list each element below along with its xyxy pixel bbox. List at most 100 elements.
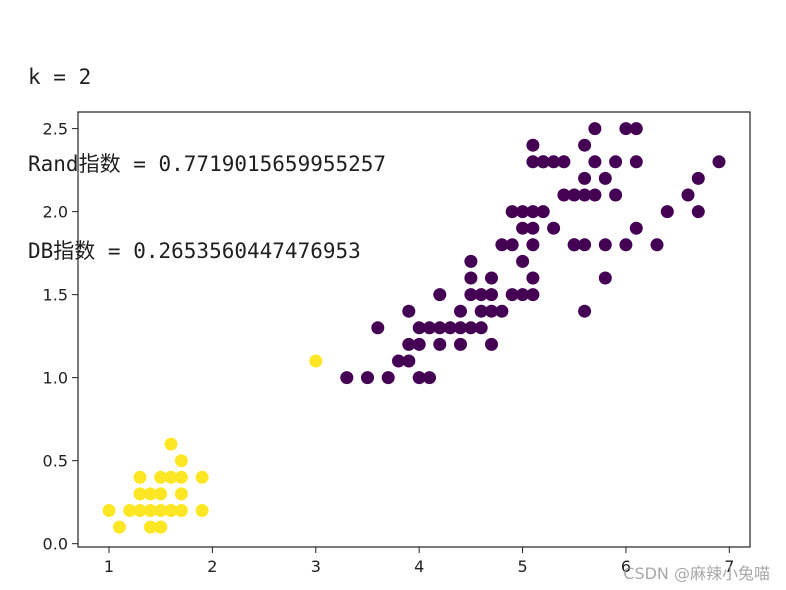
scatter-point-cluster-1 — [392, 354, 405, 368]
scatter-point-cluster-1 — [578, 171, 592, 185]
scatter-point-cluster-1 — [578, 238, 592, 252]
y-tick-label: 2.5 — [43, 120, 68, 139]
output-text: k = 2 Rand指数 = 0.7719015659955257 DB指数 =… — [28, 5, 386, 295]
scatter-point-cluster-1 — [505, 288, 519, 302]
scatter-point-cluster-0 — [143, 504, 157, 517]
x-tick-label: 1 — [104, 557, 114, 576]
scatter-point-cluster-1 — [588, 122, 602, 136]
points-layer — [102, 122, 726, 534]
scatter-point-cluster-1 — [371, 321, 385, 335]
scatter-point-cluster-1 — [402, 304, 416, 318]
scatter-point-cluster-1 — [485, 337, 498, 351]
y-tick-label: 1.5 — [43, 286, 68, 305]
scatter-point-cluster-0 — [164, 437, 178, 451]
x-tick-label: 6 — [621, 557, 631, 576]
scatter-point-cluster-0 — [174, 504, 188, 517]
scatter-point-cluster-1 — [361, 371, 374, 385]
scatter-point-cluster-1 — [526, 288, 540, 302]
scatter-point-cluster-1 — [485, 288, 498, 302]
scatter-point-cluster-1 — [536, 155, 550, 169]
scatter-point-cluster-1 — [598, 238, 612, 252]
scatter-point-cluster-1 — [712, 155, 726, 169]
scatter-point-cluster-0 — [143, 487, 157, 501]
scatter-point-cluster-1 — [423, 321, 436, 335]
scatter-point-cluster-1 — [340, 371, 354, 385]
scatter-point-cluster-1 — [464, 271, 478, 285]
scatter-point-cluster-1 — [629, 155, 643, 169]
scatter-point-cluster-1 — [381, 371, 395, 385]
scatter-point-cluster-0 — [123, 504, 137, 517]
scatter-point-cluster-1 — [464, 254, 478, 268]
scatter-point-cluster-1 — [474, 304, 488, 318]
ticks-layer: 1 2 3 4 5 6 7 0.0 0.5 1.0 1.5 2.0 2.5 — [43, 120, 735, 576]
scatter-point-cluster-1 — [609, 155, 623, 169]
scatter-point-cluster-0 — [164, 470, 178, 484]
scatter-point-cluster-0 — [102, 504, 116, 517]
scatter-point-cluster-1 — [557, 155, 571, 169]
scatter-point-cluster-1 — [505, 238, 519, 252]
scatter-point-cluster-1 — [650, 238, 664, 252]
k-value-line: k = 2 — [28, 65, 92, 89]
scatter-point-cluster-1 — [598, 171, 612, 185]
scatter-point-cluster-1 — [557, 188, 571, 202]
scatter-point-cluster-1 — [588, 155, 602, 169]
scatter-point-cluster-1 — [454, 304, 467, 318]
scatter-point-cluster-1 — [567, 188, 581, 202]
scatter-point-cluster-1 — [516, 205, 530, 219]
scatter-point-cluster-1 — [433, 288, 447, 302]
scatter-point-cluster-1 — [464, 321, 478, 335]
x-tick-label: 7 — [724, 557, 734, 576]
scatter-point-cluster-0 — [174, 454, 188, 468]
scatter-point-cluster-1 — [402, 337, 416, 351]
scatter-point-cluster-0 — [309, 354, 323, 368]
scatter-point-cluster-1 — [578, 138, 592, 152]
scatter-point-cluster-1 — [588, 188, 602, 202]
scatter-point-cluster-1 — [547, 155, 561, 169]
scatter-point-cluster-0 — [133, 487, 147, 501]
scatter-point-cluster-0 — [174, 487, 188, 501]
scatter-point-cluster-1 — [681, 188, 695, 202]
db-index-line: DB指数 = 0.2653560447476953 — [28, 239, 361, 263]
scatter-point-cluster-1 — [598, 271, 612, 285]
scatter-point-cluster-1 — [691, 171, 705, 185]
plot-frame — [77, 111, 751, 548]
y-tick-label: 0.0 — [43, 535, 68, 554]
scatter-point-cluster-1 — [578, 188, 592, 202]
scatter-point-cluster-1 — [629, 122, 643, 136]
scatter-point-cluster-1 — [526, 238, 540, 252]
scatter-point-cluster-1 — [619, 238, 633, 252]
scatter-point-cluster-1 — [516, 288, 530, 302]
csdn-watermark: CSDN @麻辣小兔喵 — [623, 564, 770, 583]
scatter-point-cluster-1 — [505, 205, 519, 219]
scatter-point-cluster-0 — [174, 470, 188, 484]
scatter-point-cluster-1 — [454, 321, 467, 335]
scatter-point-cluster-1 — [474, 321, 488, 335]
x-tick-label: 3 — [311, 557, 321, 576]
scatter-point-cluster-0 — [195, 504, 209, 517]
scatter-point-cluster-1 — [464, 288, 478, 302]
scatter-point-cluster-1 — [412, 371, 426, 385]
scatter-point-cluster-1 — [485, 271, 498, 285]
scatter-point-cluster-0 — [133, 504, 147, 517]
scatter-point-cluster-1 — [526, 221, 540, 235]
scatter-point-cluster-1 — [526, 205, 540, 219]
x-tick-label: 5 — [517, 557, 527, 576]
scatter-point-cluster-1 — [516, 254, 530, 268]
scatter-point-cluster-1 — [547, 221, 561, 235]
x-tick-label: 4 — [414, 557, 424, 576]
y-tick-label: 1.0 — [43, 369, 68, 388]
scatter-point-cluster-0 — [154, 504, 168, 517]
scatter-point-cluster-1 — [454, 337, 467, 351]
scatter-point-cluster-1 — [412, 337, 426, 351]
x-tick-label: 2 — [207, 557, 217, 576]
scatter-point-cluster-0 — [112, 520, 126, 534]
rand-index-line: Rand指数 = 0.7719015659955257 — [28, 152, 387, 176]
scatter-point-cluster-0 — [154, 520, 168, 534]
scatter-point-cluster-1 — [402, 354, 416, 368]
scatter-point-cluster-0 — [154, 487, 168, 501]
scatter-point-cluster-1 — [474, 288, 488, 302]
scatter-point-cluster-1 — [660, 205, 674, 219]
scatter-point-cluster-0 — [133, 470, 147, 484]
scatter-point-cluster-1 — [412, 321, 426, 335]
